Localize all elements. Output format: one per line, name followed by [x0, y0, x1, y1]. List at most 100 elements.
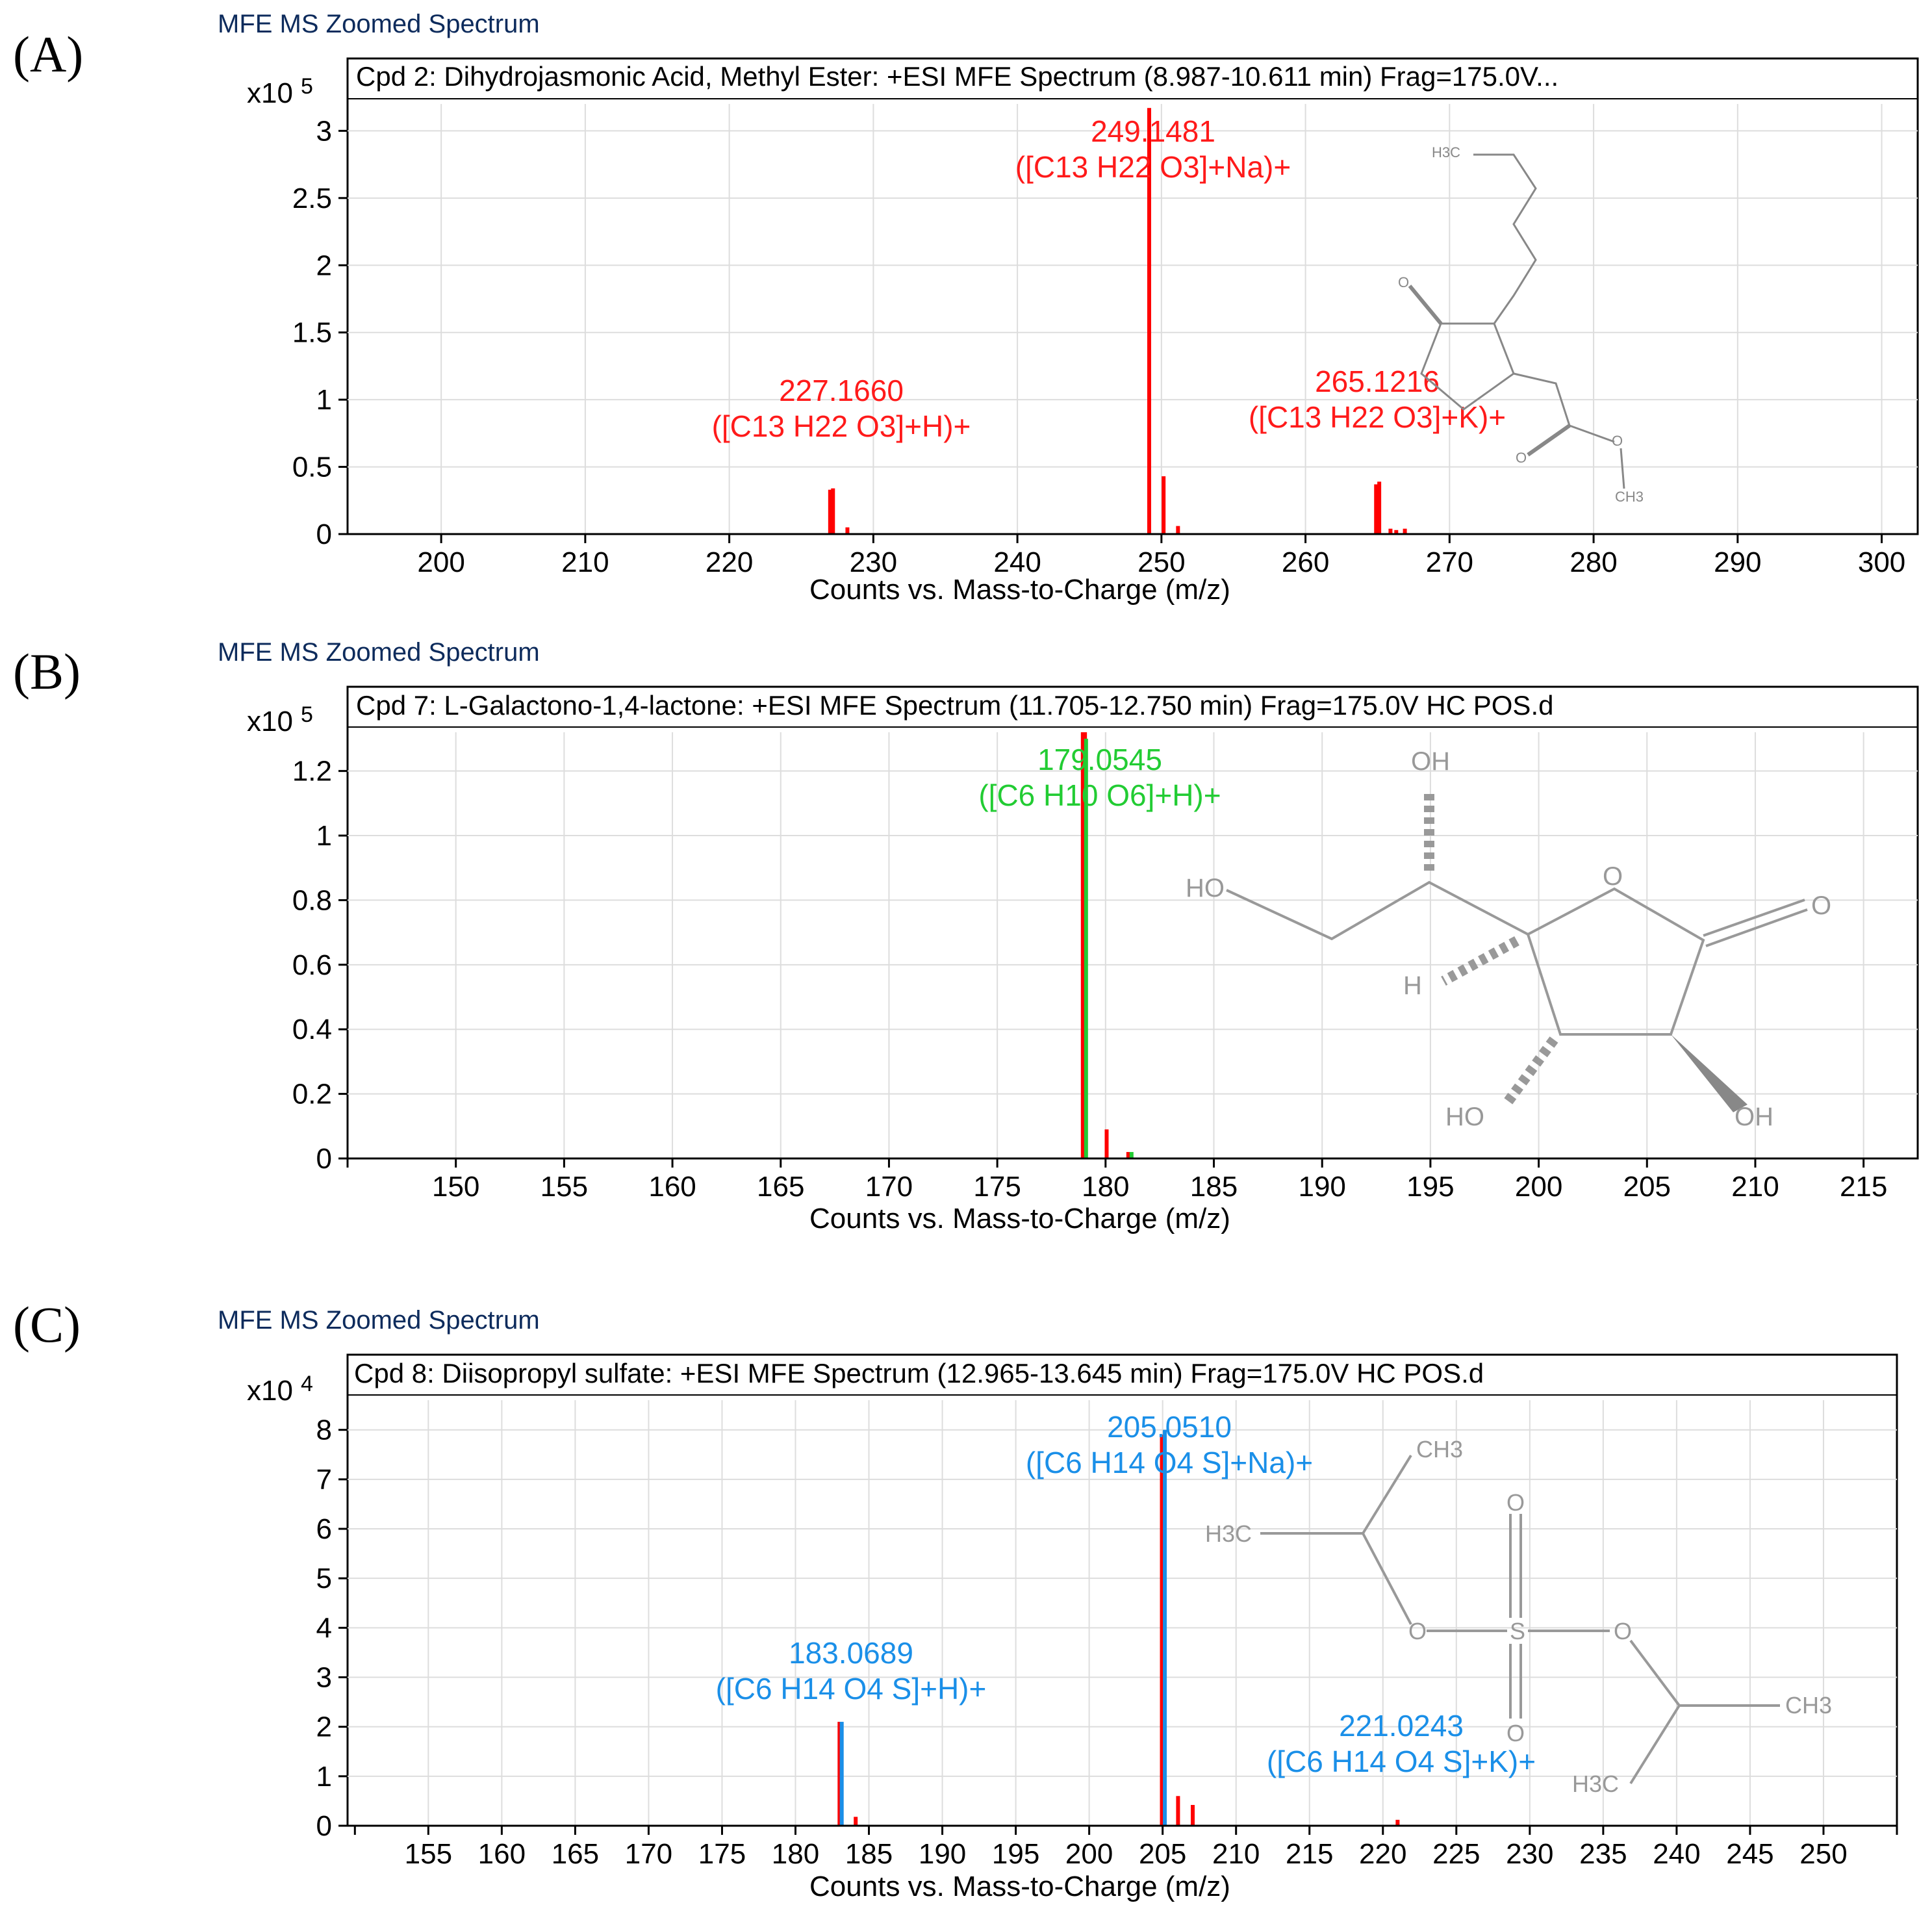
panel-c-x-tick-label: 215	[1286, 1838, 1333, 1870]
structure-ring	[1420, 322, 1515, 411]
panel-b-header: MFE MS Zoomed Spectrum	[218, 638, 540, 667]
structure-bond	[1362, 1454, 1412, 1535]
panel-c-x-tick-label: 190	[919, 1838, 966, 1870]
panel-b-annotation-mz: 179.0545	[1037, 743, 1162, 776]
panel-c-x-tick-label: 170	[625, 1838, 672, 1870]
panel-c-annotation-mz: 183.0689	[789, 1636, 913, 1670]
panel-c-x-tick-label: 210	[1212, 1838, 1260, 1870]
panel-b-x-axis-label: Counts vs. Mass-to-Charge (m/z)	[809, 1203, 1230, 1234]
panel-a-peak-bar-observed	[1162, 476, 1166, 534]
structure-label: OH	[1735, 1103, 1773, 1131]
panel-b-peak-bar-predicted	[1129, 1152, 1134, 1158]
panel-b-y-scale: x10 5	[247, 702, 313, 737]
panel-c-annotation-mz: 205.0510	[1107, 1410, 1232, 1444]
panel-b-x-tick-label: 215	[1840, 1171, 1887, 1203]
panel-c: (C) MFE MS Zoomed Spectrum x10 4 155 160 16…	[13, 1296, 1898, 1902]
panel-c-x-tick-label: 225	[1432, 1838, 1480, 1870]
structure-label: O	[1603, 862, 1623, 891]
structure-label: HO	[1186, 874, 1225, 902]
panel-b-y-tick-label: 0	[316, 1143, 332, 1175]
panel-c-y-tick-label: 7	[316, 1464, 332, 1496]
structure-bond	[1629, 1639, 1681, 1707]
panel-b-x-tick-label: 155	[540, 1171, 588, 1203]
panel-a-peak-bar-observed	[1374, 484, 1379, 534]
panel-c-y-tick-label: 0	[316, 1810, 332, 1842]
panel-b-x-tick-label: 175	[973, 1171, 1021, 1203]
panel-a-x-tick-label: 260	[1282, 546, 1329, 578]
panel-b-y-tick-label: 0.2	[292, 1079, 332, 1110]
panel-a-peak-bar-observed	[831, 488, 835, 534]
panel-c-x-tick-label: 175	[698, 1838, 746, 1870]
panel-a-x-tick-label: 250	[1138, 546, 1185, 578]
panel-a-structure	[1408, 153, 1625, 489]
panel-b-x-tick-label: 165	[757, 1171, 804, 1203]
structure-label: O	[1408, 1618, 1427, 1644]
structure-label: O	[1516, 450, 1527, 466]
panel-a-x-tick-label: 270	[1426, 546, 1473, 578]
panel-a: (A) MFE MS Zoomed Spectrum x10 5 200 210 22…	[13, 10, 1919, 606]
panel-c-y-scale: x10 4	[247, 1372, 313, 1407]
panel-a-peak-bar-observed	[1377, 481, 1382, 534]
structure-carbonyl-bond	[1703, 899, 1805, 937]
panel-a-x-tick-label: 280	[1570, 546, 1617, 578]
panel-c-annotation-formula: ([C6 H14 O4 S]+H)+	[716, 1672, 987, 1706]
structure-carbonyl-bond	[1527, 424, 1571, 457]
panel-c-x-tick-label: 160	[478, 1838, 526, 1870]
panel-a-peak-bar-observed	[1403, 528, 1407, 534]
structure-label: S	[1510, 1618, 1525, 1644]
structure-chain	[1473, 153, 1537, 324]
panel-c-x-tick-label: 245	[1726, 1838, 1773, 1870]
panel-c-peak-bar-predicted	[1163, 1429, 1167, 1826]
panel-c-label: (C)	[13, 1296, 81, 1353]
panel-a-x-axis-label: Counts vs. Mass-to-Charge (m/z)	[809, 574, 1230, 606]
structure-label: H3C	[1205, 1520, 1252, 1547]
panel-a-y-tick-label: 1.5	[292, 317, 332, 349]
panel-b-plot-frame	[346, 685, 1919, 1160]
panel-a-header: MFE MS Zoomed Spectrum	[218, 10, 540, 38]
panel-a-y-scale-exp: 5	[301, 74, 313, 99]
panel-c-annotation-formula: ([C6 H14 O4 S]+Na)+	[1026, 1446, 1313, 1479]
structure-carbonyl-bond	[1705, 908, 1808, 947]
structure-label: O	[1612, 433, 1623, 449]
panel-c-plot: 155 160 165 170 175 180 185 190 195 200 205 210 215 2…	[316, 1353, 1898, 1870]
structure-label: CH3	[1416, 1436, 1463, 1463]
panel-c-x-tick-label: 250	[1799, 1838, 1847, 1870]
panel-b-y-tick-label: 1.2	[292, 756, 332, 787]
panel-c-y-scale-exp: 4	[301, 1372, 313, 1396]
panel-c-peak-bar-observed	[1160, 1435, 1164, 1826]
panel-a-peak-bar-observed	[1394, 530, 1399, 534]
panel-a-x-tick-label: 200	[417, 546, 464, 578]
panel-c-peak-bar-observed	[1176, 1796, 1180, 1826]
panel-b-peak-bar-observed	[1126, 1152, 1130, 1158]
panel-c-x-tick-label: 185	[845, 1838, 893, 1870]
panel-a-annotation-mz: 265.1216	[1315, 364, 1440, 398]
panel-b: (B) MFE MS Zoomed Spectrum x10 5 150 155 16…	[13, 638, 1919, 1234]
panel-a-plot: 200 210 220 230 240 250 260 270 280 290 300 0 0.5 1 1.…	[292, 57, 1919, 578]
panel-a-y-tick-label: 2.5	[292, 183, 332, 214]
panel-a-annotation-formula: ([C13 H22 O3]+K)+	[1249, 400, 1506, 434]
structure-label: H	[1403, 971, 1422, 1000]
structure-label: O	[1398, 274, 1409, 290]
panel-c-title: Cpd 8: Diisopropyl sulfate: +ESI MFE Spe…	[354, 1358, 1484, 1388]
structure-label: O	[1506, 1489, 1525, 1516]
panel-c-x-axis-label: Counts vs. Mass-to-Charge (m/z)	[809, 1871, 1230, 1902]
structure-label: O	[1614, 1618, 1632, 1644]
panel-c-x-tick-label: 180	[772, 1838, 819, 1870]
panel-c-y-tick-label: 6	[316, 1513, 332, 1545]
panel-b-y-tick-label: 0.6	[292, 949, 332, 981]
panel-b-annotation-formula: ([C6 H10 O6]+H)+	[978, 778, 1221, 812]
panel-b-peak-bar-predicted	[1084, 738, 1088, 1158]
panel-a-y-tick-label: 3	[316, 115, 332, 147]
panel-a-label: (A)	[13, 26, 83, 83]
panel-b-x-tick-label: 210	[1731, 1171, 1779, 1203]
panel-c-peak-bar-observed	[837, 1722, 842, 1826]
panel-b-peak-bar-observed	[1080, 732, 1085, 1158]
panel-b-x-tick-label: 170	[865, 1171, 913, 1203]
panel-b-x-tick-label: 185	[1190, 1171, 1238, 1203]
panel-b-x-tick-label: 195	[1406, 1171, 1454, 1203]
panel-b-x-tick-label: 205	[1623, 1171, 1671, 1203]
panel-b-y-scale-base: x10	[247, 706, 293, 737]
panel-c-annotation-formula: ([C6 H14 O4 S]+K)+	[1267, 1745, 1536, 1778]
structure-ketone-bond	[1408, 285, 1443, 325]
